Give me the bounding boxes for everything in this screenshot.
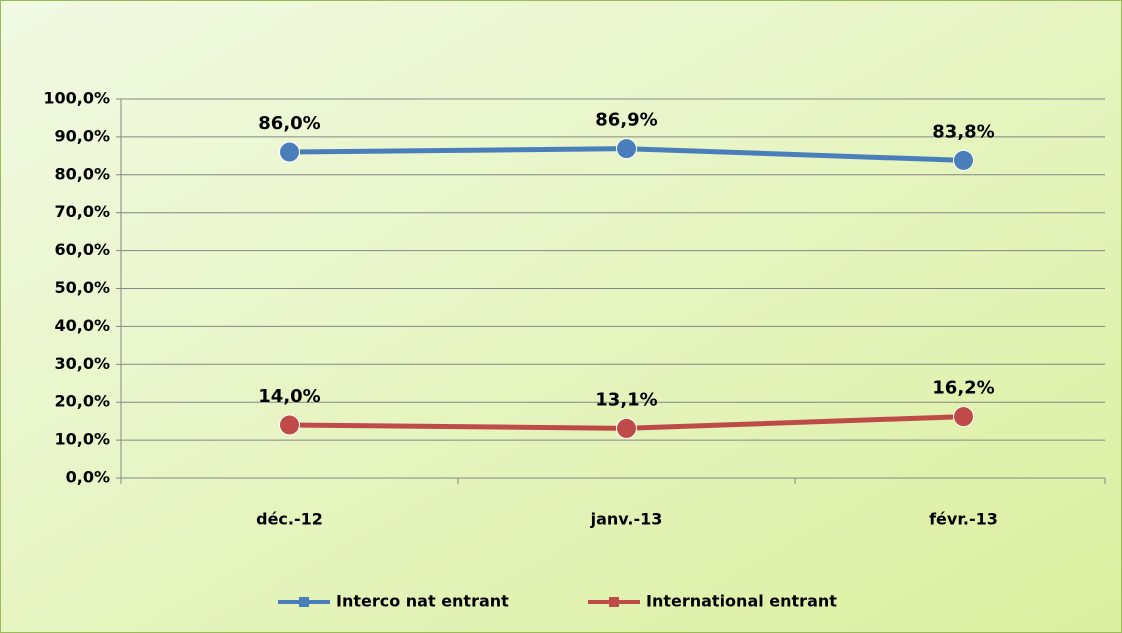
point bbox=[953, 406, 974, 428]
x-tick-label: janv.-13 bbox=[590, 510, 663, 529]
point bbox=[953, 149, 974, 171]
data-label: 16,2% bbox=[932, 378, 994, 399]
data-label: 86,9% bbox=[595, 110, 657, 131]
y-tick-label: 60,0% bbox=[54, 240, 110, 259]
data-label: 13,1% bbox=[595, 389, 657, 410]
y-tick-label: 30,0% bbox=[54, 354, 110, 373]
data-label: 83,8% bbox=[932, 121, 994, 142]
y-tick-label: 70,0% bbox=[54, 202, 110, 221]
legend-label: International entrant bbox=[646, 592, 837, 611]
y-tick-label: 100,0% bbox=[43, 89, 110, 108]
data-label: 14,0% bbox=[258, 386, 320, 407]
y-tick-label: 40,0% bbox=[54, 316, 110, 335]
x-tick-label: déc.-12 bbox=[256, 510, 323, 529]
point bbox=[616, 138, 637, 160]
legend-label: Interco nat entrant bbox=[336, 592, 509, 611]
point bbox=[279, 414, 300, 436]
legend-marker bbox=[299, 597, 309, 607]
point bbox=[279, 141, 300, 163]
x-tick-label: févr.-13 bbox=[929, 510, 998, 529]
y-tick-label: 10,0% bbox=[54, 430, 110, 449]
y-tick-label: 0,0% bbox=[66, 468, 110, 487]
y-tick-label: 20,0% bbox=[54, 392, 110, 411]
point bbox=[616, 417, 637, 439]
y-tick-label: 90,0% bbox=[54, 126, 110, 145]
legend-marker bbox=[609, 597, 619, 607]
y-tick-label: 80,0% bbox=[54, 164, 110, 183]
y-tick-label: 50,0% bbox=[54, 278, 110, 297]
data-label: 86,0% bbox=[258, 113, 320, 134]
